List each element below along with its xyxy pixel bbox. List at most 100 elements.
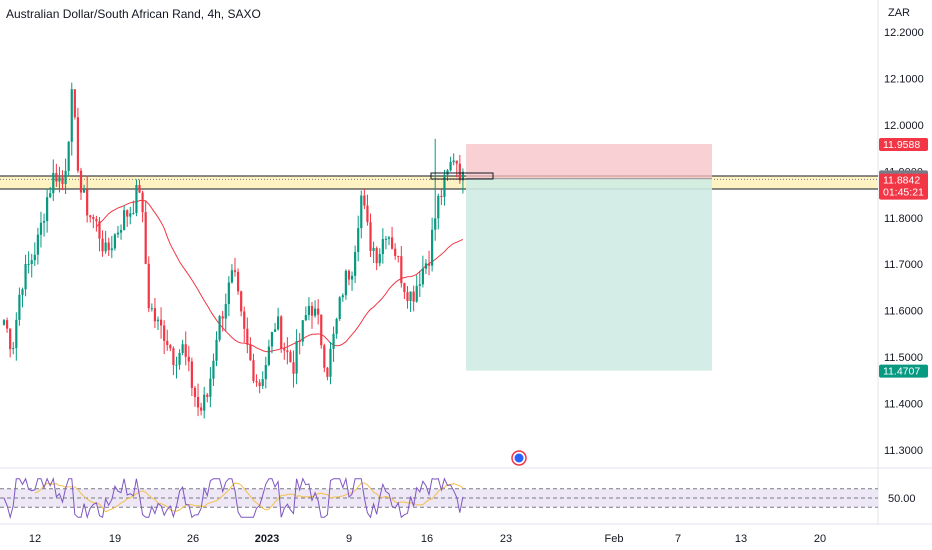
candle-body[interactable] bbox=[218, 316, 221, 340]
candle-body[interactable] bbox=[295, 341, 298, 374]
candle-body[interactable] bbox=[86, 189, 89, 216]
candle-body[interactable] bbox=[76, 117, 80, 171]
candle-body[interactable] bbox=[36, 234, 39, 255]
candle-body[interactable] bbox=[27, 263, 30, 265]
candle-body[interactable] bbox=[455, 160, 458, 164]
candle-body[interactable] bbox=[70, 89, 73, 142]
candle-body[interactable] bbox=[215, 339, 218, 361]
candle-body[interactable] bbox=[366, 205, 369, 223]
candle-body[interactable] bbox=[406, 292, 409, 302]
candle-body[interactable] bbox=[360, 195, 363, 229]
candle-body[interactable] bbox=[193, 387, 197, 398]
candle-body[interactable] bbox=[320, 314, 323, 346]
candle-body[interactable] bbox=[236, 271, 240, 292]
candle-body[interactable] bbox=[132, 213, 135, 215]
candle-body[interactable] bbox=[280, 316, 283, 349]
candle-body[interactable] bbox=[15, 319, 18, 349]
candle-body[interactable] bbox=[415, 285, 418, 302]
candle-body[interactable] bbox=[138, 185, 141, 193]
supply-zone[interactable] bbox=[0, 175, 878, 189]
candle-body[interactable] bbox=[431, 229, 434, 266]
candle-body[interactable] bbox=[178, 353, 181, 365]
candle-body[interactable] bbox=[42, 221, 46, 223]
candle-body[interactable] bbox=[277, 316, 280, 330]
candle-body[interactable] bbox=[310, 305, 314, 316]
candle-body[interactable] bbox=[196, 397, 200, 408]
candle-body[interactable] bbox=[449, 162, 452, 171]
candle-body[interactable] bbox=[437, 195, 440, 219]
candle-body[interactable] bbox=[375, 247, 378, 264]
candle-body[interactable] bbox=[200, 407, 203, 411]
candle-body[interactable] bbox=[166, 340, 169, 346]
candle-body[interactable] bbox=[172, 348, 175, 366]
candle-body[interactable] bbox=[323, 345, 326, 368]
candle-body[interactable] bbox=[212, 360, 215, 379]
candle-body[interactable] bbox=[286, 350, 289, 353]
candle-body[interactable] bbox=[243, 311, 246, 329]
candle-body[interactable] bbox=[273, 329, 277, 332]
candle-body[interactable] bbox=[5, 320, 9, 329]
candle-body[interactable] bbox=[443, 174, 446, 197]
candle-body[interactable] bbox=[452, 160, 455, 163]
candle-body[interactable] bbox=[187, 356, 190, 362]
candle-body[interactable] bbox=[203, 394, 206, 411]
candle-body[interactable] bbox=[347, 270, 351, 280]
candle-body[interactable] bbox=[79, 170, 83, 193]
candle-body[interactable] bbox=[126, 210, 129, 217]
candle-body[interactable] bbox=[341, 295, 344, 298]
candle-body[interactable] bbox=[52, 172, 55, 194]
candle-body[interactable] bbox=[397, 255, 400, 257]
candle-body[interactable] bbox=[175, 364, 178, 366]
candle-body[interactable] bbox=[249, 344, 252, 361]
candle-body[interactable] bbox=[409, 291, 412, 302]
candle-body[interactable] bbox=[169, 345, 172, 349]
candle-body[interactable] bbox=[129, 213, 132, 217]
candle-body[interactable] bbox=[317, 308, 320, 315]
candle-body[interactable] bbox=[144, 212, 147, 264]
candle-body[interactable] bbox=[67, 141, 70, 171]
candle-body[interactable] bbox=[119, 230, 123, 233]
candle-body[interactable] bbox=[89, 215, 92, 218]
candle-body[interactable] bbox=[363, 195, 366, 206]
candle-body[interactable] bbox=[394, 248, 397, 256]
candle-body[interactable] bbox=[378, 254, 381, 264]
candle-body[interactable] bbox=[30, 260, 33, 264]
candle-body[interactable] bbox=[21, 289, 24, 295]
candle-body[interactable] bbox=[301, 320, 304, 342]
candle-body[interactable] bbox=[230, 270, 234, 283]
candle-body[interactable] bbox=[156, 319, 160, 322]
stop-loss-zone[interactable] bbox=[466, 144, 712, 179]
candle-body[interactable] bbox=[307, 305, 311, 316]
candle-body[interactable] bbox=[33, 254, 36, 261]
candle-body[interactable] bbox=[313, 308, 317, 316]
candle-body[interactable] bbox=[147, 263, 150, 309]
candle-body[interactable] bbox=[141, 192, 144, 213]
candle-body[interactable] bbox=[190, 361, 193, 388]
candle-body[interactable] bbox=[434, 218, 437, 230]
candle-body[interactable] bbox=[12, 348, 15, 350]
entry-box-drawing[interactable] bbox=[430, 172, 494, 180]
candle-body[interactable] bbox=[163, 325, 166, 341]
candle-body[interactable] bbox=[104, 242, 107, 252]
candle-body[interactable] bbox=[227, 282, 230, 305]
candle-body[interactable] bbox=[233, 270, 237, 272]
candle-body[interactable] bbox=[369, 222, 372, 251]
candle-body[interactable] bbox=[159, 319, 163, 326]
candle-body[interactable] bbox=[184, 344, 187, 357]
candle-body[interactable] bbox=[335, 318, 338, 334]
candle-body[interactable] bbox=[424, 263, 428, 269]
candle-body[interactable] bbox=[387, 237, 391, 239]
candle-body[interactable] bbox=[221, 316, 224, 319]
candle-body[interactable] bbox=[427, 263, 431, 266]
candle-body[interactable] bbox=[61, 177, 64, 184]
candle-body[interactable] bbox=[55, 172, 58, 182]
candle-body[interactable] bbox=[46, 197, 49, 222]
candle-body[interactable] bbox=[357, 228, 360, 252]
candle-body[interactable] bbox=[332, 333, 335, 349]
candle-body[interactable] bbox=[209, 378, 212, 397]
candle-body[interactable] bbox=[258, 382, 261, 387]
candle-body[interactable] bbox=[135, 185, 138, 214]
candle-body[interactable] bbox=[224, 304, 227, 319]
candle-body[interactable] bbox=[338, 297, 341, 319]
candle-body[interactable] bbox=[9, 328, 12, 350]
